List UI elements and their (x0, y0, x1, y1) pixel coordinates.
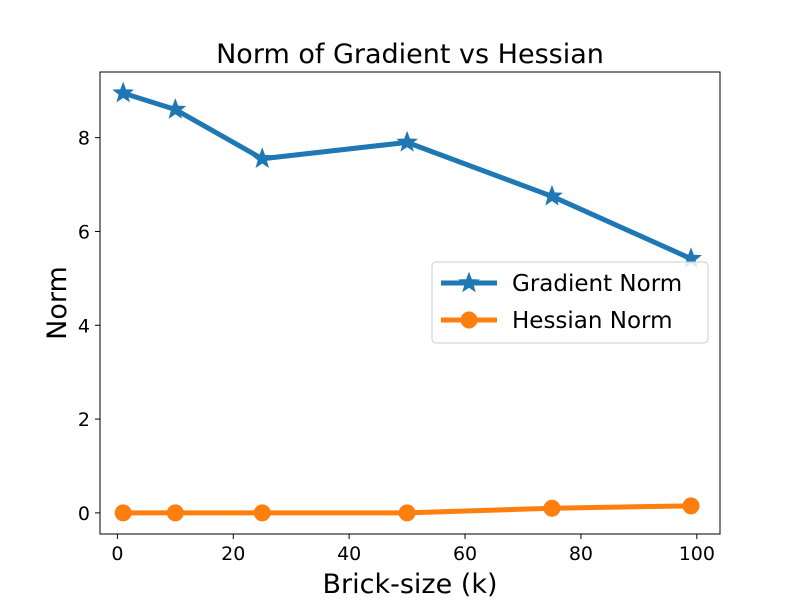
chart-title: Norm of Gradient vs Hessian (216, 39, 604, 70)
data-point (396, 130, 418, 152)
y-tick-label: 4 (78, 315, 90, 337)
legend-label: Gradient Norm (512, 271, 682, 297)
data-point (166, 504, 184, 522)
legend: Gradient Norm Hessian Norm (431, 261, 709, 344)
x-tick-label: 100 (679, 543, 715, 565)
data-point (112, 81, 135, 103)
x-tick-label: 40 (337, 543, 361, 565)
y-axis: 0 2 4 6 8 (78, 128, 100, 525)
y-tick-label: 2 (78, 409, 90, 431)
data-point (251, 147, 274, 169)
data-point (682, 497, 700, 515)
data-point (164, 98, 187, 119)
plot-frame (99, 71, 721, 535)
series-gradient-norm (112, 81, 702, 268)
data-point (543, 499, 561, 517)
legend-marker (458, 271, 480, 293)
series-layer (112, 81, 702, 522)
y-tick-label: 8 (78, 128, 90, 150)
legend-marker (460, 311, 478, 329)
y-tick-label: 6 (78, 221, 90, 243)
y-tick-label: 0 (78, 503, 90, 525)
x-tick-label: 20 (221, 543, 245, 565)
legend-box (431, 261, 709, 344)
data-point (398, 504, 416, 522)
data-point (541, 184, 563, 206)
y-axis-label: Norm (42, 266, 73, 340)
series-line (120, 503, 694, 516)
x-tick-label: 0 (111, 543, 123, 565)
data-point (253, 504, 271, 522)
x-tick-label: 80 (569, 543, 593, 565)
x-tick-label: 60 (453, 543, 477, 565)
data-point (114, 504, 132, 522)
x-axis-label: Brick-size (k) (323, 569, 498, 600)
x-axis: 0 20 40 60 80 100 (111, 534, 715, 565)
series-hessian-norm (114, 497, 700, 522)
legend-label: Hessian Norm (512, 308, 673, 334)
